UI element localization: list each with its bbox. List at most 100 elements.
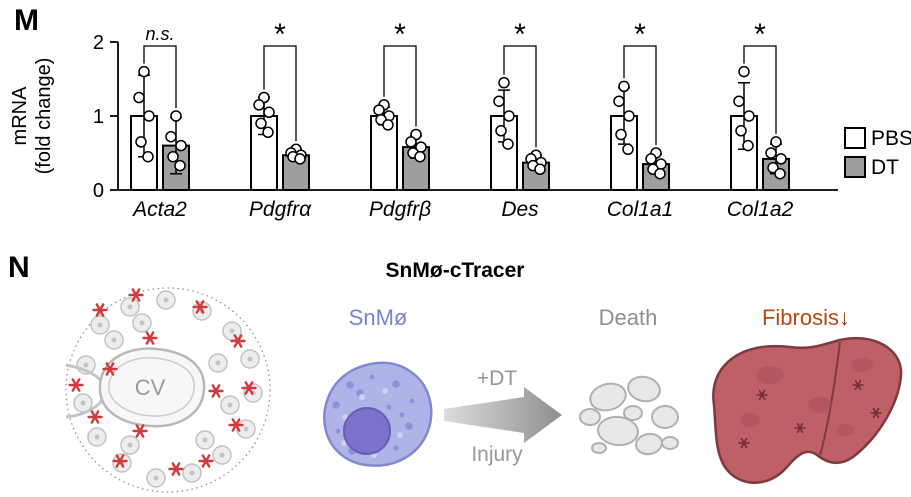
significance-ns: n.s. (145, 24, 174, 44)
data-point (174, 159, 186, 172)
data-point (654, 167, 666, 180)
gene-label: Des (501, 198, 539, 221)
bar-group-Col1a1 (610, 80, 670, 192)
bar-group-Pdgfrα (250, 91, 310, 191)
y-tick-label: 1 (93, 106, 104, 128)
significance-bracket (383, 45, 417, 127)
significance-bracket (143, 45, 177, 108)
data-point (498, 76, 510, 89)
fibrosis-marks (738, 379, 882, 449)
data-point (765, 147, 777, 159)
bar-group-Pdgfrβ (370, 99, 430, 191)
liver-body (712, 336, 903, 484)
snmo-cell-illustration (323, 361, 433, 467)
data-point (735, 125, 747, 137)
significance-star: * (274, 18, 286, 51)
data-point (733, 95, 745, 107)
data-point (135, 136, 147, 148)
data-point (170, 110, 182, 122)
significance-bracket (743, 45, 777, 134)
data-point (742, 139, 754, 152)
liver-texture-spots (740, 358, 873, 436)
significance-star: * (754, 18, 766, 51)
data-point (263, 106, 275, 119)
diagram-title: SnMø-cTracer (386, 259, 525, 282)
gene-label: Acta2 (131, 198, 187, 221)
significance-star: * (634, 18, 646, 51)
central-vein-wall (108, 356, 195, 417)
data-point (253, 99, 265, 111)
data-point (774, 167, 786, 180)
data-point (382, 119, 394, 131)
central-vein (98, 347, 206, 428)
legend-label-dt: DT (871, 156, 899, 179)
data-point (414, 150, 426, 163)
y-tick-label: 0 (93, 180, 104, 202)
data-point (775, 153, 787, 165)
gene-label: Col1a2 (727, 198, 794, 221)
schematic-panel-n: N SnMø-cTracer CV SnMø +DT Injury Death (8, 251, 903, 493)
data-point (143, 110, 155, 122)
data-point (138, 65, 150, 78)
panel-m-label: M (14, 4, 39, 37)
data-point (255, 117, 267, 130)
data-point (175, 139, 187, 152)
data-point (495, 125, 507, 137)
gene-label: Col1a1 (607, 198, 674, 221)
data-point (294, 153, 306, 165)
snmo-label: SnMø (349, 305, 408, 330)
data-point (622, 143, 634, 156)
data-point (743, 110, 755, 122)
data-point (503, 110, 515, 122)
legend-label-pbs: PBS (871, 127, 911, 150)
y-axis-title: (fold change) (33, 58, 55, 175)
data-point (770, 136, 782, 148)
significance-bracket (263, 45, 297, 142)
fibrosis-label: Fibrosis↓ (762, 305, 850, 330)
cell-nucleus (343, 407, 391, 455)
dt-injury-arrow (444, 387, 562, 443)
snmo-red-cells (68, 288, 257, 476)
bar-group-Col1a2 (730, 65, 790, 191)
dead-cell-debris (579, 375, 679, 456)
legend-swatch-pbs (844, 127, 866, 149)
data-point (405, 136, 417, 148)
significance-bracket (623, 45, 657, 145)
data-point (613, 95, 625, 107)
data-point (502, 138, 514, 150)
central-vein-label: CV (135, 375, 166, 400)
gene-label: Pdgfrα (249, 198, 312, 221)
data-point (165, 130, 177, 143)
data-point (623, 110, 635, 122)
liver-lobe-divider (819, 341, 841, 456)
bar-PBS (250, 115, 278, 191)
data-point (618, 80, 630, 93)
dt-label: +DT (477, 367, 517, 390)
data-point (167, 150, 179, 163)
data-point (493, 95, 505, 107)
gene-label: Pdgfrβ (369, 198, 431, 221)
liver-tissue-illustration: CV (65, 287, 271, 493)
bar-group-Des (490, 76, 550, 191)
bar-group-Acta2 (130, 65, 190, 192)
panel-n-label: N (8, 251, 30, 284)
death-label: Death (599, 305, 658, 330)
data-point (133, 91, 145, 104)
data-point (615, 128, 627, 141)
legend-swatch-dt (844, 156, 866, 178)
data-point (738, 65, 750, 78)
data-point (373, 104, 385, 116)
liver-illustration (712, 336, 903, 484)
data-point (645, 153, 657, 165)
injury-label: Injury (471, 443, 523, 466)
significance-bracket (503, 45, 537, 148)
data-point (262, 126, 274, 139)
y-axis-title: mRNA (9, 86, 31, 146)
data-point (534, 163, 546, 176)
data-point (142, 150, 154, 163)
significance-star: * (514, 18, 526, 51)
significance-star: * (394, 18, 406, 51)
y-tick-label: 2 (93, 32, 104, 54)
